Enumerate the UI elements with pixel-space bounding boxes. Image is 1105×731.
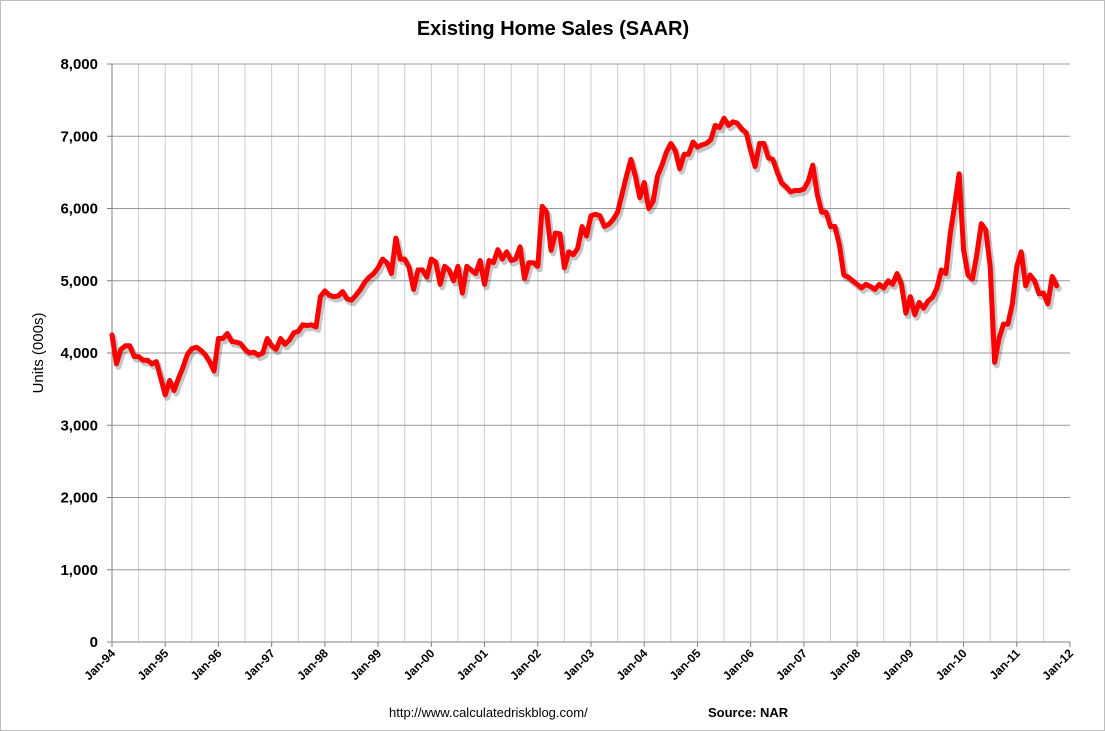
x-tick-label: Jan-99 — [347, 646, 384, 683]
y-tick-label: 0 — [90, 634, 98, 651]
y-tick-labels: 0 1,000 2,000 3,000 4,000 5,000 6,000 7,000 8,00… — [60, 56, 98, 651]
x-tick-label: Jan-10 — [933, 646, 970, 683]
y-tick-label: 2,000 — [60, 490, 98, 507]
y-tick-label: 8,000 — [60, 56, 98, 73]
axes — [107, 63, 1071, 647]
x-tick-label: Jan-11 — [987, 646, 1024, 683]
y-tick-label: 3,000 — [60, 417, 98, 434]
series-layer — [109, 115, 1062, 401]
y-tick-label: 6,000 — [60, 201, 98, 218]
chart-title: Existing Home Sales (SAAR) — [417, 18, 689, 40]
series-line — [109, 115, 1060, 398]
x-tick-label: Jan-05 — [667, 646, 704, 683]
x-tick-label: Jan-02 — [507, 646, 544, 683]
footer-source: Source: NAR — [708, 705, 789, 720]
x-tick-labels: Jan-94 Jan-95 Jan-96 Jan-97 Jan-98 Jan-99 Jan-… — [81, 646, 1076, 683]
y-tick-label: 7,000 — [60, 128, 98, 145]
x-tick-label: Jan-94 — [81, 646, 118, 683]
x-tick-label: Jan-06 — [720, 646, 757, 683]
y-tick-label: 5,000 — [60, 273, 98, 290]
x-tick-label: Jan-96 — [188, 646, 225, 683]
y-axis-label: Units (000s) — [30, 313, 47, 394]
horizontal-gridlines — [112, 63, 1070, 571]
x-tick-label: Jan-07 — [773, 646, 810, 683]
x-tick-label: Jan-00 — [401, 646, 438, 683]
x-tick-label: Jan-08 — [826, 646, 863, 683]
x-tick-label: Jan-04 — [614, 646, 651, 683]
x-tick-label: Jan-09 — [880, 646, 917, 683]
y-tick-label: 1,000 — [60, 562, 98, 579]
x-tick-label: Jan-01 — [454, 646, 491, 683]
footer-url[interactable]: http://www.calculatedriskblog.com/ — [389, 705, 588, 720]
x-tick-label: Jan-98 — [294, 646, 331, 683]
y-tick-label: 4,000 — [60, 345, 98, 362]
x-tick-label: Jan-12 — [1039, 646, 1076, 683]
x-tick-label: Jan-95 — [135, 646, 172, 683]
x-tick-label: Jan-97 — [241, 646, 278, 683]
x-tick-label: Jan-03 — [560, 646, 597, 683]
